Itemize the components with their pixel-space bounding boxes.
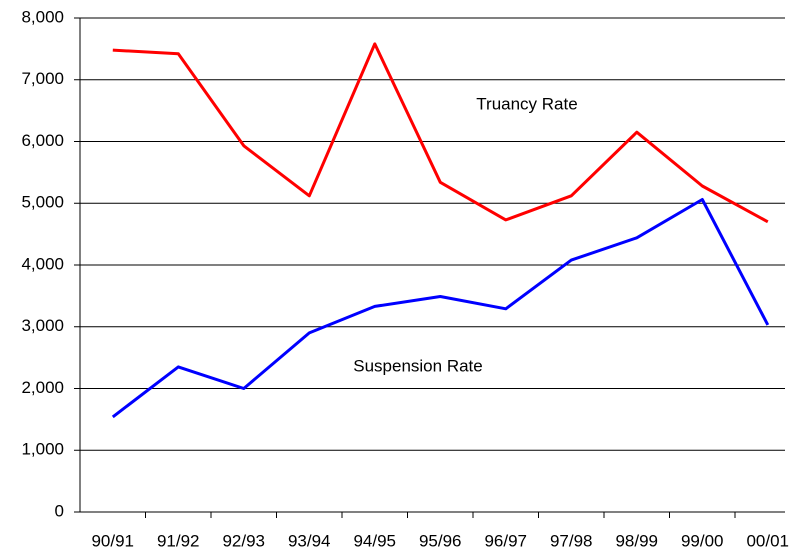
x-tick-label: 92/93	[222, 531, 265, 550]
x-tick-label: 99/00	[681, 531, 724, 550]
series-line	[111, 198, 770, 419]
series-label: Suspension Rate	[353, 356, 482, 375]
y-tick-label: 3,000	[21, 316, 64, 335]
y-tick-label: 7,000	[21, 69, 64, 88]
x-tick-label: 98/99	[615, 531, 658, 550]
y-tick-label: 5,000	[21, 193, 64, 212]
series-label: Truancy Rate	[476, 94, 577, 113]
x-tick-label: 00/01	[746, 531, 789, 550]
y-tick-label: 1,000	[21, 440, 64, 459]
x-tick-label: 95/96	[419, 531, 462, 550]
series-line	[112, 42, 769, 224]
y-tick-label: 0	[55, 501, 64, 520]
y-tick-label: 4,000	[21, 254, 64, 273]
x-tick-label: 97/98	[550, 531, 593, 550]
y-tick-label: 8,000	[21, 7, 64, 26]
x-tick-label: 96/97	[484, 531, 527, 550]
x-tick-label: 91/92	[157, 531, 200, 550]
y-tick-label: 2,000	[21, 378, 64, 397]
x-tick-label: 90/91	[91, 531, 134, 550]
x-tick-label: 94/95	[353, 531, 396, 550]
x-tick-label: 93/94	[288, 531, 331, 550]
y-tick-label: 6,000	[21, 131, 64, 150]
